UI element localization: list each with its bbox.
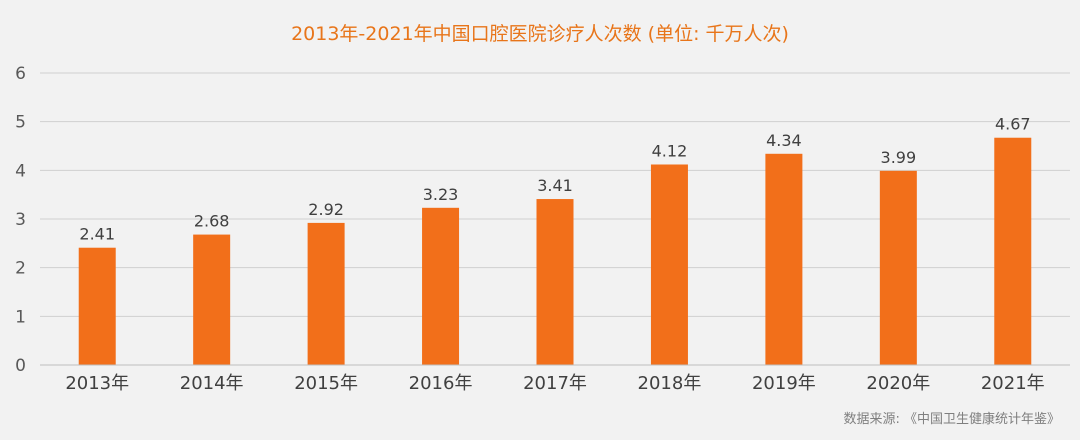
y-tick-label: 6	[15, 64, 26, 84]
bar	[193, 234, 231, 365]
bar	[994, 137, 1032, 365]
y-tick-label: 2	[15, 259, 26, 279]
bar	[307, 222, 345, 365]
x-tick-label: 2013年	[65, 373, 129, 394]
data-label: 3.41	[537, 176, 573, 195]
data-label: 3.23	[423, 185, 459, 204]
bar	[78, 247, 116, 365]
y-axis-ticks: 0 1 2 3 4 5 6	[15, 64, 26, 376]
y-tick-label: 1	[15, 307, 26, 327]
x-axis-ticks: 2013年 2014年 2015年 2016年 2017年 2018年 2019年 2020年…	[65, 373, 1044, 394]
y-tick-label: 3	[15, 210, 26, 230]
y-tick-label: 4	[15, 161, 26, 181]
data-labels: 2.41 2.68 2.92 3.23 3.41 4.12 4.34 3.99 4.67	[79, 115, 1030, 244]
source-note: 数据来源: 《中国卫生健康统计年鉴》	[843, 411, 1060, 427]
bar	[422, 207, 460, 365]
bars	[78, 137, 1032, 365]
data-label: 4.12	[652, 141, 688, 160]
data-label: 2.41	[79, 225, 115, 244]
x-tick-label: 2016年	[409, 373, 473, 394]
y-tick-label: 5	[15, 113, 26, 133]
data-label: 3.99	[881, 148, 917, 167]
x-tick-label: 2021年	[981, 373, 1045, 394]
y-tick-label: 0	[15, 356, 26, 376]
bar	[879, 170, 917, 365]
x-tick-label: 2019年	[752, 373, 816, 394]
bar	[650, 164, 688, 365]
data-label: 2.92	[308, 200, 344, 219]
chart-title: 2013年-2021年中国口腔医院诊疗人次数 (单位: 千万人次)	[291, 23, 789, 45]
x-tick-label: 2015年	[294, 373, 358, 394]
data-label: 4.67	[995, 115, 1031, 134]
data-label: 4.34	[766, 131, 802, 150]
x-tick-label: 2017年	[523, 373, 587, 394]
bar	[536, 199, 574, 365]
data-label: 2.68	[194, 212, 230, 231]
bar	[765, 153, 803, 365]
x-tick-label: 2020年	[866, 373, 930, 394]
x-tick-label: 2018年	[638, 373, 702, 394]
x-tick-label: 2014年	[180, 373, 244, 394]
